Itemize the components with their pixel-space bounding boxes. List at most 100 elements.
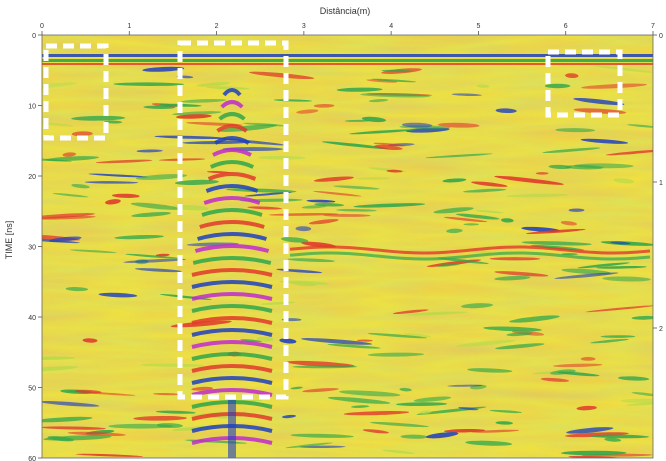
- reflection-streak: [392, 309, 429, 315]
- y-tick-label: 10: [28, 104, 36, 111]
- reflection-streak: [568, 208, 585, 212]
- reflection-streak: [456, 340, 516, 347]
- hyperbola-arc: [207, 172, 257, 181]
- reflection-streak: [581, 83, 647, 89]
- reflection-streak: [42, 215, 96, 220]
- reflection-streak: [112, 193, 140, 198]
- reflection-streak: [301, 205, 327, 209]
- hyperbola-arc: [191, 280, 273, 289]
- hyperbola-arc: [191, 340, 273, 349]
- reflection-streak: [336, 209, 377, 212]
- reflection-streak: [425, 153, 493, 159]
- reflection-streak: [292, 365, 358, 369]
- reflection-streak: [62, 152, 76, 157]
- reflection-streak: [95, 159, 153, 164]
- reflection-streak: [368, 98, 389, 103]
- reflection-streak: [301, 338, 373, 345]
- reflection-streak: [367, 333, 428, 339]
- reflection-streak: [366, 79, 398, 83]
- y-tick-label: 40: [28, 315, 36, 322]
- reflection-streak: [308, 219, 339, 225]
- reflection-streak: [386, 169, 403, 173]
- reflection-streak: [589, 434, 649, 439]
- reflection-streak: [170, 320, 232, 328]
- reflection-streak: [130, 202, 180, 210]
- x-tick-label: 7: [651, 23, 655, 30]
- reflection-streak: [136, 149, 163, 153]
- reflection-streak: [437, 122, 480, 128]
- surface-reflection-blue: [42, 54, 653, 57]
- reflection-streak: [240, 339, 262, 343]
- reflection-streak: [565, 73, 579, 79]
- reflection-streak: [244, 192, 293, 197]
- reflection-streak: [467, 368, 513, 373]
- reflection-streak: [306, 199, 336, 203]
- hyperbola-arc: [191, 328, 273, 337]
- x-tick-label: 6: [564, 23, 568, 30]
- reflection-streak: [403, 333, 432, 338]
- reflection-streak: [617, 376, 650, 381]
- reflection-streak: [596, 265, 648, 269]
- reflection-streak: [594, 65, 653, 73]
- reflection-streak: [321, 141, 389, 149]
- reflection-streak: [313, 103, 335, 108]
- hyperbola-arc: [203, 196, 261, 205]
- reflection-streak: [373, 142, 406, 147]
- reflection-streak: [360, 93, 431, 98]
- reflection-streak: [172, 111, 222, 116]
- reflection-streak: [419, 410, 432, 414]
- highlight-boxes: [43, 40, 623, 400]
- reflection-streak: [71, 115, 126, 121]
- reflection-streak: [500, 218, 514, 223]
- reflection-streak: [494, 275, 531, 281]
- hyperbola-arc: [191, 268, 273, 277]
- reflection-streak: [362, 429, 389, 434]
- reflection-streak: [82, 338, 98, 343]
- reflection-streak: [555, 128, 596, 133]
- reflection-streak: [475, 210, 504, 214]
- reflection-streak: [564, 432, 629, 438]
- reflection-streak: [382, 449, 416, 454]
- reflection-streak: [339, 390, 401, 397]
- reflection-streak: [257, 155, 306, 160]
- reflection-streak: [104, 120, 123, 124]
- reflection-streak: [105, 199, 121, 205]
- reflection-streak: [495, 343, 545, 350]
- reflection-streak: [295, 226, 312, 232]
- reflection-streak: [135, 174, 188, 180]
- reflection-streak: [279, 338, 297, 344]
- reflection-streak: [84, 181, 139, 184]
- reflection-streak: [154, 135, 227, 140]
- x-axis-title: Distância(m): [320, 6, 371, 16]
- right-axis-ticks: 0 1 2: [653, 33, 663, 333]
- reflection-streak: [333, 185, 380, 190]
- reflection-streak: [131, 212, 171, 218]
- reflection-streak: [42, 426, 107, 430]
- reflection-streak: [495, 108, 517, 114]
- hyperbola-arc: [194, 244, 270, 253]
- reflection-streak: [425, 432, 459, 439]
- reflection-streak: [564, 165, 604, 170]
- hyperbola-arc: [191, 304, 273, 313]
- reflection-streak: [406, 311, 468, 316]
- reflection-streak: [461, 303, 494, 309]
- hyperbola-arc: [220, 100, 244, 109]
- reflection-streak: [401, 122, 433, 128]
- reflection-streak: [413, 396, 452, 402]
- reflection-streak: [600, 335, 636, 338]
- reflection-streak: [602, 276, 651, 282]
- reflection-streak: [65, 287, 89, 292]
- reflection-streak: [123, 258, 186, 263]
- reflection-streak: [548, 164, 572, 170]
- reflection-streak: [489, 257, 541, 261]
- reflection-streak: [287, 258, 336, 263]
- reflection-streak: [620, 398, 653, 404]
- reflection-streak: [249, 71, 315, 80]
- reflection-streak: [349, 129, 417, 135]
- reflection-streak: [42, 213, 96, 219]
- reflection-streak: [74, 389, 102, 394]
- reflection-streak: [495, 421, 513, 425]
- reflection-streak: [442, 178, 467, 183]
- reflection-streak: [292, 281, 317, 287]
- reflection-streak: [463, 223, 479, 226]
